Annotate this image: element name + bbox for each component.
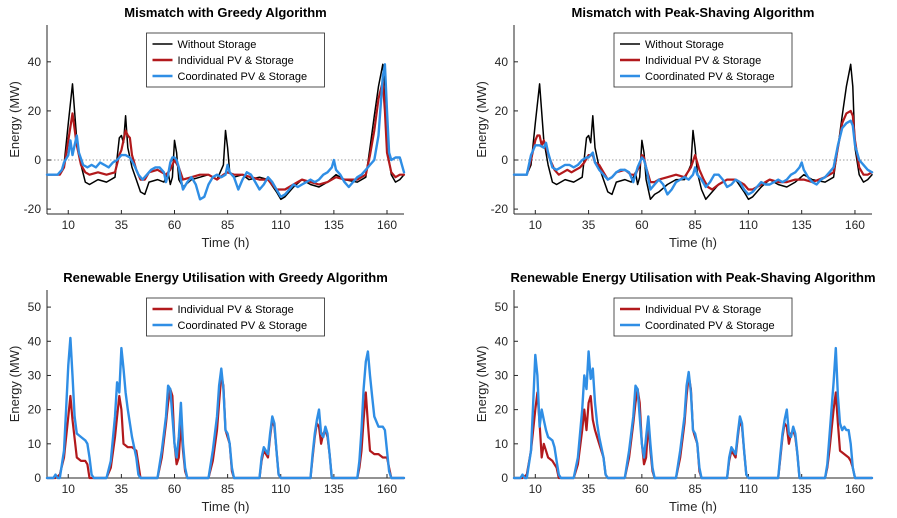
x-tick-label: 135 bbox=[324, 482, 344, 496]
legend-label: Coordinated PV & Storage bbox=[645, 71, 775, 83]
x-tick-label: 135 bbox=[324, 218, 344, 232]
legend-box bbox=[613, 32, 793, 88]
x-tick-label: 110 bbox=[739, 482, 758, 496]
y-tick-label: 30 bbox=[28, 368, 42, 382]
y-tick-label: 20 bbox=[495, 104, 509, 118]
y-tick-label: -20 bbox=[491, 202, 509, 216]
y-tick-label: 0 bbox=[34, 153, 41, 167]
x-axis-label: Time (h) bbox=[669, 499, 717, 514]
series-line-coordinated bbox=[45, 336, 406, 480]
x-tick-label: 85 bbox=[221, 218, 235, 232]
x-tick-label: 10 bbox=[529, 218, 543, 232]
x-tick-label: 85 bbox=[221, 482, 235, 496]
legend-label: Individual PV & Storage bbox=[178, 304, 294, 316]
chart-title: Renewable Energy Utilisation with Greedy… bbox=[63, 270, 388, 285]
legend-box bbox=[613, 297, 793, 337]
x-tick-label: 85 bbox=[688, 218, 702, 232]
y-axis-label: Energy (MW) bbox=[474, 346, 489, 423]
y-tick-label: 0 bbox=[501, 153, 508, 167]
x-tick-label: 135 bbox=[792, 218, 812, 232]
series-line-individual bbox=[45, 80, 406, 191]
x-tick-label: 85 bbox=[688, 482, 702, 496]
y-axis-label: Energy (MW) bbox=[474, 81, 489, 158]
series-line-coordinated bbox=[512, 346, 874, 480]
x-tick-label: 110 bbox=[271, 218, 290, 232]
y-tick-label: 40 bbox=[495, 334, 509, 348]
x-tick-label: 60 bbox=[635, 482, 649, 496]
legend-label: Without Storage bbox=[645, 39, 724, 51]
y-tick-label: 40 bbox=[28, 55, 42, 69]
legend-label: Individual PV & Storage bbox=[178, 55, 294, 67]
y-tick-label: 10 bbox=[495, 437, 509, 451]
series-line-individual bbox=[512, 109, 874, 191]
y-tick-label: 30 bbox=[495, 368, 509, 382]
chart-mismatch-peak: Mismatch with Peak-Shaving Algorithm 10 35… bbox=[474, 5, 874, 250]
series-line-coordinated bbox=[45, 63, 406, 201]
x-tick-label: 35 bbox=[582, 218, 596, 232]
x-tick-label: 35 bbox=[115, 482, 129, 496]
x-tick-label: 135 bbox=[792, 482, 812, 496]
chart-utilisation-greedy: Renewable Energy Utilisation with Greedy… bbox=[7, 270, 406, 514]
x-tick-label: 160 bbox=[845, 482, 865, 496]
x-tick-label: 60 bbox=[168, 482, 182, 496]
legend-label: Individual PV & Storage bbox=[645, 55, 761, 67]
legend-label: Coordinated PV & Storage bbox=[178, 320, 308, 332]
x-tick-label: 160 bbox=[377, 218, 397, 232]
y-tick-label: 0 bbox=[34, 471, 41, 485]
y-tick-label: 50 bbox=[495, 300, 509, 314]
legend-box bbox=[146, 297, 325, 337]
chart-mismatch-greedy: Mismatch with Greedy Algorithm 10 35 60 85 11… bbox=[7, 5, 406, 250]
x-tick-label: 10 bbox=[62, 218, 76, 232]
x-tick-label: 35 bbox=[115, 218, 129, 232]
x-tick-label: 35 bbox=[582, 482, 596, 496]
x-tick-label: 160 bbox=[845, 218, 865, 232]
legend-label: Without Storage bbox=[178, 39, 257, 51]
x-tick-label: 110 bbox=[739, 218, 758, 232]
series-line-without-storage bbox=[513, 63, 873, 201]
chart-utilisation-peak: Renewable Energy Utilisation with Peak-S… bbox=[474, 270, 876, 514]
x-axis-label: Time (h) bbox=[669, 235, 717, 250]
y-tick-label: 10 bbox=[28, 437, 42, 451]
legend-label: Coordinated PV & Storage bbox=[645, 320, 775, 332]
series-line-coordinated bbox=[512, 119, 874, 196]
y-tick-label: 40 bbox=[28, 334, 42, 348]
y-tick-label: 20 bbox=[28, 104, 42, 118]
y-axis-label: Energy (MW) bbox=[7, 81, 22, 158]
y-tick-label: 20 bbox=[495, 403, 509, 417]
chart-title: Renewable Energy Utilisation with Peak-S… bbox=[510, 270, 875, 285]
y-tick-label: 20 bbox=[28, 403, 42, 417]
legend-box bbox=[146, 32, 325, 88]
chart-title: Mismatch with Greedy Algorithm bbox=[124, 5, 327, 20]
x-tick-label: 10 bbox=[529, 482, 543, 496]
y-axis-label: Energy (MW) bbox=[7, 346, 22, 423]
chart-title: Mismatch with Peak-Shaving Algorithm bbox=[572, 5, 815, 20]
x-tick-label: 110 bbox=[271, 482, 290, 496]
x-tick-label: 10 bbox=[62, 482, 76, 496]
y-tick-label: 0 bbox=[501, 471, 508, 485]
x-axis-label: Time (h) bbox=[202, 499, 250, 514]
y-tick-label: -20 bbox=[24, 202, 42, 216]
y-tick-label: 50 bbox=[28, 300, 42, 314]
legend-label: Individual PV & Storage bbox=[645, 304, 761, 316]
series-line-without-storage bbox=[46, 63, 405, 201]
x-axis-label: Time (h) bbox=[202, 235, 250, 250]
legend-label: Coordinated PV & Storage bbox=[178, 71, 308, 83]
y-tick-label: 40 bbox=[495, 55, 509, 69]
x-tick-label: 60 bbox=[168, 218, 182, 232]
x-tick-label: 60 bbox=[635, 218, 649, 232]
x-tick-label: 160 bbox=[377, 482, 397, 496]
